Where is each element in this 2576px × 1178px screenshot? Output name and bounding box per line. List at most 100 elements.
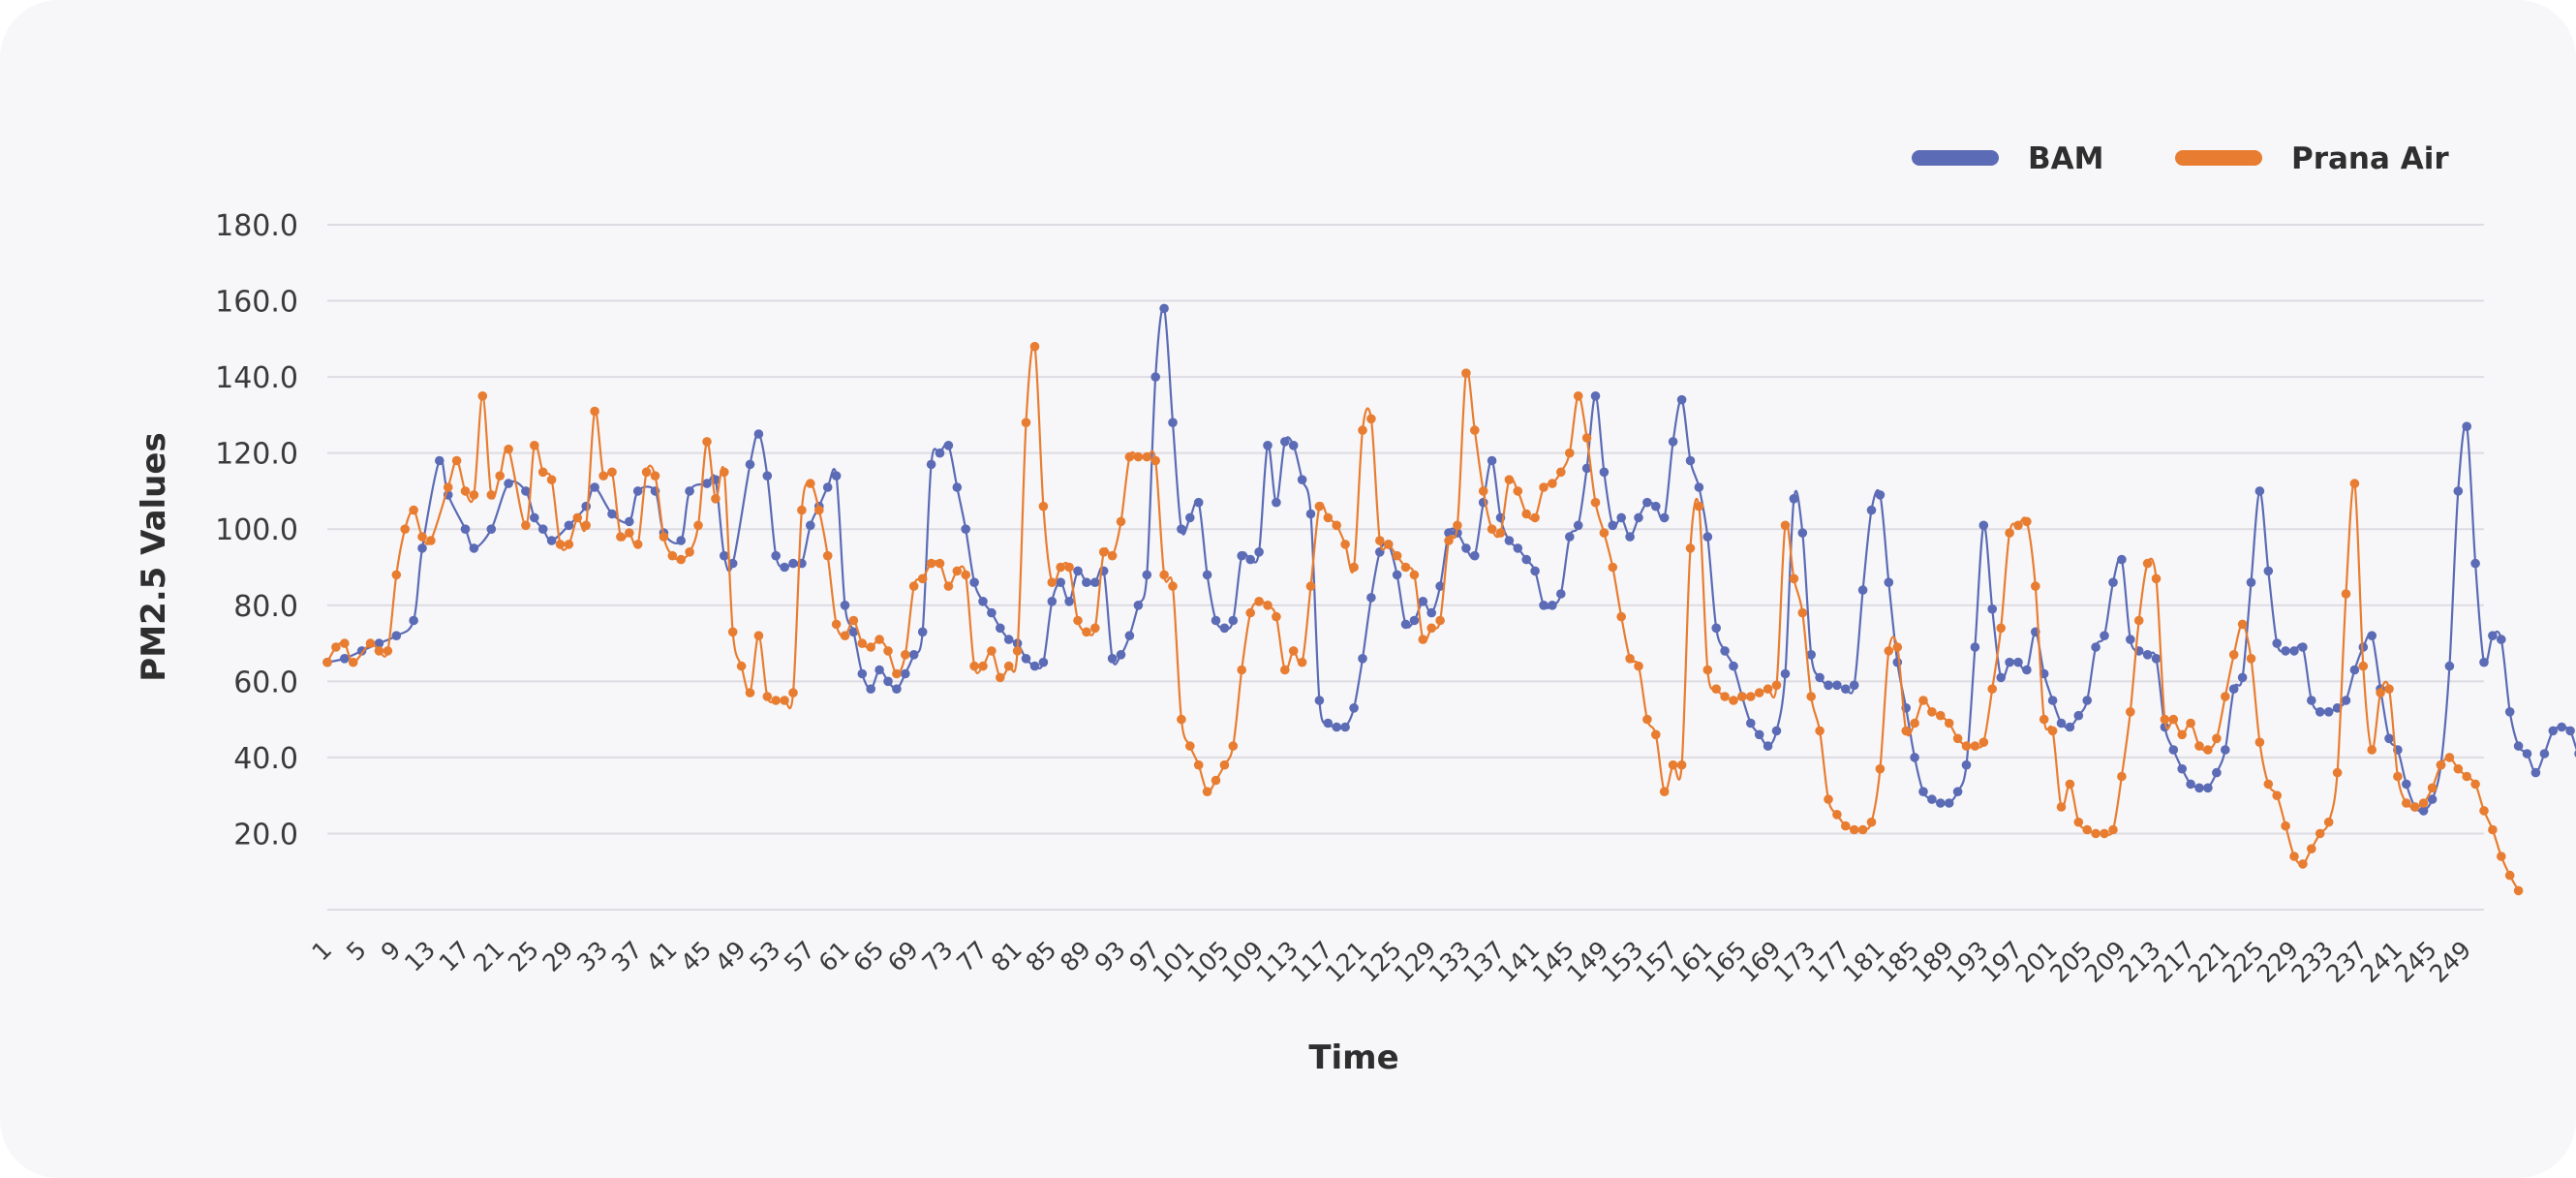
data-point-bam[interactable] [874,665,884,675]
data-point-bam[interactable] [1685,455,1696,466]
data-point-bam[interactable] [1314,696,1325,705]
data-point-bam[interactable] [374,638,384,648]
data-point-prana-air[interactable] [2444,753,2455,762]
data-point-prana-air[interactable] [961,570,970,580]
data-point-bam[interactable] [1694,482,1704,492]
data-point-bam[interactable] [848,627,859,637]
data-point-bam[interactable] [2418,806,2429,816]
data-point-bam[interactable] [1866,505,1877,515]
data-point-bam[interactable] [2203,783,2213,793]
data-point-prana-air[interactable] [987,646,997,656]
data-point-prana-air[interactable] [952,566,963,576]
data-point-prana-air[interactable] [2073,817,2084,827]
data-point-prana-air[interactable] [2367,745,2377,755]
data-point-prana-air[interactable] [1392,550,1402,561]
data-point-prana-air[interactable] [1521,509,1531,519]
data-point-bam[interactable] [1358,654,1367,664]
legend-item-prana-air[interactable]: Prana Air [2175,141,2449,176]
data-point-bam[interactable] [727,558,738,569]
data-point-prana-air[interactable] [1107,550,1118,561]
data-point-bam[interactable] [2402,779,2411,790]
data-point-bam[interactable] [1349,703,1359,713]
data-point-prana-air[interactable] [555,540,566,549]
data-point-bam[interactable] [2056,718,2067,728]
data-point-prana-air[interactable] [1884,646,1894,656]
data-point-prana-air[interactable] [572,512,583,523]
data-point-prana-air[interactable] [788,688,798,698]
data-point-bam[interactable] [685,486,694,496]
data-point-prana-air[interactable] [908,581,919,591]
data-point-prana-air[interactable] [607,467,617,478]
data-point-bam[interactable] [581,501,591,512]
data-point-prana-air[interactable] [1219,760,1230,770]
data-point-prana-air[interactable] [2117,771,2127,782]
data-point-prana-air[interactable] [797,505,807,515]
data-point-prana-air[interactable] [1029,341,1040,352]
data-point-prana-air[interactable] [1358,425,1367,435]
data-point-prana-air[interactable] [2453,763,2464,774]
data-point-bam[interactable] [1910,753,1919,762]
data-point-prana-air[interactable] [1806,692,1816,701]
data-point-prana-air[interactable] [1478,486,1488,496]
data-point-prana-air[interactable] [1470,425,1480,435]
data-point-bam[interactable] [1797,528,1808,538]
data-point-bam[interactable] [961,524,970,534]
data-point-bam[interactable] [2367,631,2377,640]
data-point-bam[interactable] [2108,577,2118,587]
data-point-bam[interactable] [1470,550,1480,561]
data-point-bam[interactable] [1168,418,1178,428]
data-point-prana-air[interactable] [1513,486,1523,496]
data-point-prana-air[interactable] [1168,581,1178,591]
data-point-bam[interactable] [2168,745,2179,755]
data-point-bam[interactable] [1090,577,1100,587]
data-point-bam[interactable] [753,429,764,439]
data-point-bam[interactable] [590,482,599,492]
data-point-bam[interactable] [1642,497,1652,508]
data-point-bam[interactable] [2186,779,2195,790]
data-point-bam[interactable] [1124,631,1135,640]
data-point-prana-air[interactable] [2186,718,2195,728]
data-point-prana-air[interactable] [546,475,557,485]
data-point-prana-air[interactable] [469,490,479,500]
data-point-prana-air[interactable] [521,520,531,531]
data-point-prana-air[interactable] [1651,729,1661,740]
data-point-prana-air[interactable] [943,581,954,591]
data-point-bam[interactable] [1237,550,1246,561]
data-point-bam[interactable] [2065,722,2075,732]
data-point-bam[interactable] [1375,547,1385,557]
data-point-prana-air[interactable] [2436,760,2446,770]
data-point-prana-air[interactable] [2160,714,2170,725]
data-point-prana-air[interactable] [2194,741,2204,751]
data-point-bam[interactable] [2539,749,2550,759]
data-point-bam[interactable] [892,684,902,694]
data-point-bam[interactable] [2427,794,2438,804]
data-point-bam[interactable] [2117,554,2127,565]
data-point-prana-air[interactable] [1824,794,1833,804]
data-point-prana-air[interactable] [2497,852,2506,861]
data-point-prana-air[interactable] [2228,650,2239,660]
data-point-bam[interactable] [1133,601,1144,610]
data-point-bam[interactable] [1789,494,1799,504]
data-point-bam[interactable] [2194,783,2204,793]
data-point-prana-air[interactable] [1366,414,1376,424]
data-point-bam[interactable] [1978,520,1989,531]
data-point-prana-air[interactable] [2151,574,2162,584]
data-point-prana-air[interactable] [2177,729,2187,740]
data-point-bam[interactable] [806,520,815,531]
data-point-prana-air[interactable] [1565,448,1575,458]
data-point-prana-air[interactable] [1711,684,1721,694]
data-point-bam[interactable] [901,668,910,679]
data-point-bam[interactable] [917,627,928,637]
data-point-prana-air[interactable] [1737,692,1747,701]
data-point-bam[interactable] [1608,520,1618,531]
data-point-bam[interactable] [2022,665,2032,675]
data-point-bam[interactable] [2212,767,2222,778]
data-point-bam[interactable] [1875,490,1886,500]
data-point-prana-air[interactable] [1581,433,1592,443]
data-point-prana-air[interactable] [1970,741,1980,751]
data-point-prana-air[interactable] [598,471,608,481]
data-point-bam[interactable] [1530,566,1540,576]
data-point-prana-air[interactable] [1012,646,1023,656]
data-point-prana-air[interactable] [2289,852,2299,861]
data-point-prana-air[interactable] [1634,661,1643,671]
